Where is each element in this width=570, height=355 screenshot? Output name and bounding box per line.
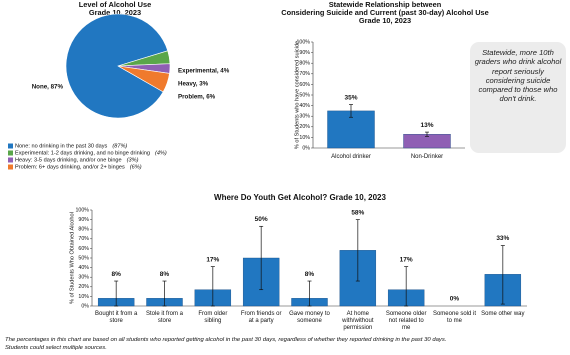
pie-slice bbox=[65, 13, 169, 119]
y-tick-label: 0% bbox=[81, 303, 89, 309]
data-label: 8% bbox=[305, 271, 315, 278]
y-tick-label: 30% bbox=[299, 114, 310, 120]
y-tick-label: 10% bbox=[78, 294, 89, 300]
legend-label: Problem: 6+ days drinking, and/or 2+ bin… bbox=[15, 164, 125, 170]
y-tick-label: 80% bbox=[299, 61, 310, 67]
data-label: 17% bbox=[400, 256, 413, 263]
x-tick-label: Alcohol drinker bbox=[331, 154, 371, 160]
x-tick-label: Someone older not related to me bbox=[385, 311, 427, 331]
data-label: None, 87% bbox=[32, 84, 64, 91]
data-label: 50% bbox=[255, 216, 268, 223]
chart-title: Statewide Relationship between bbox=[329, 0, 442, 9]
legend-label: Heavy: 3-5 days drinking, and/or one bin… bbox=[15, 157, 122, 163]
chart-title: Considering Suicide and Current (past 30… bbox=[281, 8, 489, 17]
y-tick-label: 40% bbox=[299, 103, 310, 109]
y-tick-label: 70% bbox=[299, 71, 310, 77]
x-tick-label: Non-Drinker bbox=[410, 154, 444, 160]
chart-title: Grade 10, 2023 bbox=[89, 8, 141, 17]
data-label: 58% bbox=[351, 209, 364, 216]
x-tick-label: At home with/without permission bbox=[342, 311, 374, 331]
y-axis-label: % of Students Who Obtained Alcohol bbox=[69, 212, 75, 304]
y-tick-label: 100% bbox=[75, 207, 89, 213]
legend-swatch bbox=[8, 150, 13, 156]
data-label: Problem, 6% bbox=[178, 94, 216, 101]
x-tick-label: From older sibling bbox=[198, 311, 228, 324]
data-label: Experimental, 4% bbox=[178, 68, 230, 75]
x-tick-label: Someone sold it to me bbox=[432, 311, 476, 324]
legend-swatch bbox=[8, 164, 13, 170]
data-label: 33% bbox=[496, 235, 509, 242]
legend-swatch bbox=[8, 157, 13, 163]
pie-slice bbox=[117, 65, 170, 93]
x-tick-label: Gave money to someone bbox=[289, 311, 330, 324]
annotation: Statewide, more 10th graders who drink a… bbox=[470, 42, 566, 153]
y-tick-label: 80% bbox=[78, 227, 89, 233]
y-tick-label: 50% bbox=[78, 255, 89, 261]
x-tick-label: Bought it from a store bbox=[94, 311, 138, 324]
chart-title: Level of Alcohol Use bbox=[79, 0, 151, 9]
data-label: 35% bbox=[344, 94, 357, 101]
legend-note: (3%) bbox=[127, 157, 139, 163]
legend-label: None: no drinking in the past 30 days bbox=[15, 143, 108, 149]
y-tick-label: 30% bbox=[78, 275, 89, 281]
chart-title: Grade 10, 2023 bbox=[359, 16, 411, 25]
legend-note: (6%) bbox=[130, 164, 142, 170]
y-tick-label: 20% bbox=[299, 124, 310, 130]
y-tick-label: 20% bbox=[78, 284, 89, 290]
data-label: 17% bbox=[206, 256, 219, 263]
data-label: 13% bbox=[420, 122, 433, 129]
data-label: 8% bbox=[160, 271, 170, 278]
legend-note: (87%) bbox=[112, 143, 127, 149]
y-axis-label: % of Students who have considered suicid… bbox=[294, 41, 300, 149]
y-tick-label: 100% bbox=[296, 39, 310, 45]
y-tick-label: 10% bbox=[299, 135, 310, 141]
x-tick-label: Stole it from a store bbox=[145, 311, 183, 324]
y-tick-label: 0% bbox=[302, 145, 310, 151]
data-label: 0% bbox=[450, 296, 460, 303]
footnote: Students could select multiple sources. bbox=[5, 345, 107, 351]
legend-swatch bbox=[8, 143, 13, 149]
x-tick-label: Some other way bbox=[481, 311, 525, 317]
y-tick-label: 40% bbox=[78, 265, 89, 271]
y-tick-label: 90% bbox=[78, 217, 89, 223]
y-tick-label: 50% bbox=[299, 92, 310, 98]
data-label: Heavy, 3% bbox=[178, 81, 209, 88]
legend-note: (4%) bbox=[155, 150, 167, 156]
y-tick-label: 90% bbox=[299, 50, 310, 56]
y-tick-label: 60% bbox=[78, 246, 89, 252]
y-tick-label: 60% bbox=[299, 82, 310, 88]
legend-label: Experimental: 1-2 days drinking, and no … bbox=[15, 150, 150, 156]
data-label: 8% bbox=[111, 271, 121, 278]
footnote: The percentages in this chart are based … bbox=[5, 337, 447, 343]
chart-title: Where Do Youth Get Alcohol? Grade 10, 20… bbox=[214, 193, 386, 202]
x-tick-label: From friends or at a party bbox=[240, 311, 282, 324]
y-tick-label: 70% bbox=[78, 236, 89, 242]
